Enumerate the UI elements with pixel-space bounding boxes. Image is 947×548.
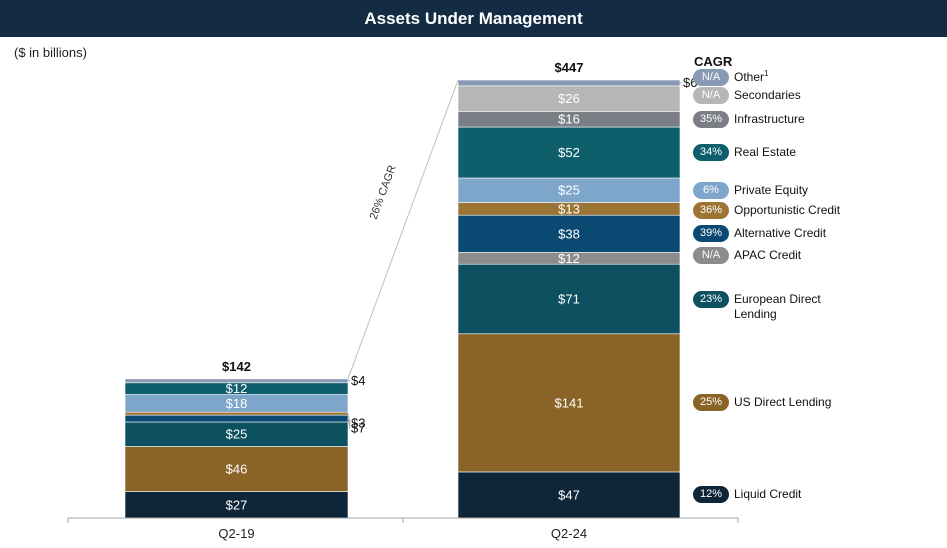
bar-value-label: $47 <box>558 487 580 502</box>
bar-side-label: $7 <box>351 421 365 436</box>
legend-item: 12% Liquid Credit <box>693 486 802 504</box>
leader-line <box>347 418 351 429</box>
x-tick-label: Q2-24 <box>551 526 587 541</box>
bar-value-label: $46 <box>226 462 248 477</box>
bar-value-label: $12 <box>226 381 248 396</box>
legend-item: 23% European Direct Lending <box>693 290 821 322</box>
units-label: ($ in billions) <box>14 45 87 60</box>
bar-value-label: $25 <box>226 427 248 442</box>
legend-label: Alternative Credit <box>734 226 827 241</box>
bar-value-label: $27 <box>226 497 248 512</box>
bar-segment <box>124 446 349 492</box>
legend-label: Real Estate <box>734 145 797 159</box>
cagr-badge: N/A <box>693 69 729 87</box>
bar-segment <box>124 414 349 423</box>
legend-label: US Direct Lending <box>734 395 832 410</box>
bar-value-label: $52 <box>558 145 580 160</box>
bar-segment <box>457 263 681 335</box>
cagr-badge: N/A <box>693 87 729 105</box>
legend-label: Private Equity <box>734 182 809 197</box>
legend-item: N/A APAC Credit <box>693 246 802 264</box>
bar-value-label: $38 <box>558 226 580 241</box>
bar-value-label: $16 <box>558 112 580 127</box>
bar-side-label: $4 <box>351 373 365 388</box>
legend-item: 25% US Direct Lending <box>693 394 832 412</box>
bar-value-label: $12 <box>558 251 580 266</box>
legend-item: 6% Private Equity <box>693 181 809 199</box>
cagr-badge: 39% <box>693 225 729 243</box>
legend-label: European Direct Lending <box>734 291 821 321</box>
cagr-badge: N/A <box>693 246 729 264</box>
bar-value-label: $141 <box>555 395 584 410</box>
legend-item: N/A Other1 <box>693 69 769 87</box>
cagr-connector-line <box>347 79 459 380</box>
bar-segment <box>124 421 349 447</box>
bar-total-label: $447 <box>555 60 584 75</box>
legend-label: Infrastructure <box>734 111 805 126</box>
cagr-badge: 34% <box>693 144 729 161</box>
legend-item: 39% Alternative Credit <box>693 225 827 243</box>
bar-segment <box>457 177 681 203</box>
page-title: Assets Under Management <box>0 0 947 37</box>
bar-total-label: $142 <box>222 359 251 374</box>
bar-segment <box>457 85 681 112</box>
legend-label: Secondaries <box>734 88 801 103</box>
bar-value-label: $25 <box>558 183 580 198</box>
bar-side-label: $3 <box>351 416 365 431</box>
legend-label: APAC Credit <box>734 247 802 262</box>
legend-title: CAGR <box>694 54 733 69</box>
bar-segment <box>124 378 349 384</box>
cagr-badge: 12% <box>693 486 729 504</box>
leader-line <box>347 413 351 424</box>
cagr-badge: 25% <box>693 394 729 412</box>
cagr-badge: 6% <box>693 181 729 199</box>
bar-value-label: $26 <box>558 91 580 106</box>
bar-value-label: $71 <box>558 292 580 307</box>
bar-segment <box>457 214 681 253</box>
legend-label: Opportunistic Credit <box>734 203 841 218</box>
bar-value-label: $13 <box>558 201 580 216</box>
cagr-badge: 35% <box>693 110 729 128</box>
bar-segment <box>124 411 349 416</box>
bar-segment <box>457 333 681 473</box>
legend-item: N/A Secondaries <box>693 87 801 105</box>
bar-segment <box>457 471 681 519</box>
x-tick-label: Q2-19 <box>218 526 254 541</box>
legend-item: 36% Opportunistic Credit <box>693 202 841 220</box>
legend-item: 35% Infrastructure <box>693 110 805 128</box>
legend-label: Liquid Credit <box>734 487 802 502</box>
cagr-annotation: 26% CAGR <box>368 164 399 222</box>
bar-segment <box>457 126 681 179</box>
cagr-badge: 36% <box>693 202 729 220</box>
bar-value-label: $18 <box>226 396 248 411</box>
legend-label: Other1 <box>734 69 769 85</box>
legend-item: 34% Real Estate <box>693 144 796 161</box>
bar-segment <box>457 79 681 87</box>
cagr-badge: 23% <box>693 290 729 308</box>
